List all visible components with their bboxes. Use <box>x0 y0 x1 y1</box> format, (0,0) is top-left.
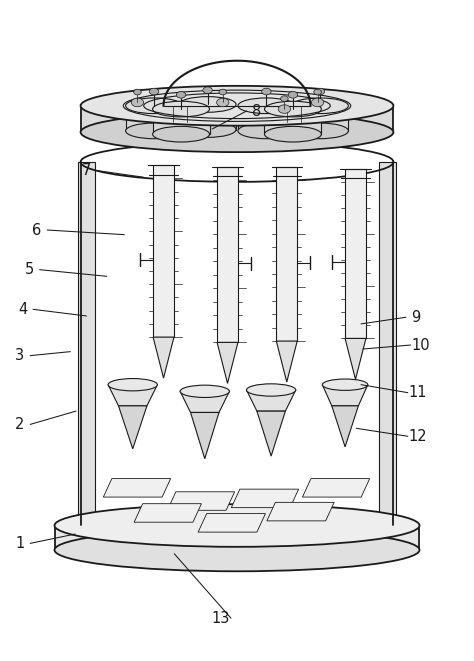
Ellipse shape <box>81 112 393 152</box>
Ellipse shape <box>149 88 159 95</box>
Polygon shape <box>198 514 265 532</box>
Polygon shape <box>81 106 393 132</box>
Ellipse shape <box>315 88 325 95</box>
Ellipse shape <box>288 91 298 98</box>
Ellipse shape <box>131 98 144 106</box>
Bar <box>379 162 396 525</box>
Ellipse shape <box>219 89 227 95</box>
Ellipse shape <box>81 86 393 126</box>
Text: 10: 10 <box>411 338 430 352</box>
Text: 6: 6 <box>32 223 42 237</box>
Ellipse shape <box>55 504 419 547</box>
Polygon shape <box>167 492 235 510</box>
Text: 9: 9 <box>411 310 421 325</box>
Ellipse shape <box>322 379 368 391</box>
Ellipse shape <box>246 384 296 396</box>
Ellipse shape <box>55 529 419 571</box>
Text: 11: 11 <box>409 385 428 400</box>
Bar <box>78 162 95 525</box>
Polygon shape <box>246 390 296 411</box>
Ellipse shape <box>264 101 321 117</box>
Ellipse shape <box>126 123 182 139</box>
Polygon shape <box>217 342 238 383</box>
Ellipse shape <box>153 126 210 142</box>
Text: 7: 7 <box>82 163 91 178</box>
Ellipse shape <box>281 96 288 102</box>
Polygon shape <box>134 504 201 522</box>
Ellipse shape <box>292 98 348 114</box>
Ellipse shape <box>179 122 236 137</box>
Ellipse shape <box>314 89 321 95</box>
Bar <box>126 106 182 131</box>
Polygon shape <box>231 489 299 508</box>
Ellipse shape <box>179 97 236 112</box>
Ellipse shape <box>262 88 271 95</box>
Ellipse shape <box>217 98 229 106</box>
Bar <box>345 169 366 338</box>
Polygon shape <box>180 391 229 412</box>
Polygon shape <box>345 338 366 379</box>
Bar <box>217 167 238 342</box>
Bar <box>179 104 236 130</box>
Text: 2: 2 <box>15 417 25 432</box>
Ellipse shape <box>292 123 348 139</box>
Polygon shape <box>332 406 358 447</box>
Polygon shape <box>108 385 157 406</box>
Text: 1: 1 <box>15 536 25 551</box>
Polygon shape <box>276 341 297 382</box>
Ellipse shape <box>176 91 186 98</box>
Polygon shape <box>103 479 171 497</box>
Text: 12: 12 <box>409 429 428 444</box>
Polygon shape <box>257 411 285 456</box>
Bar <box>292 106 348 131</box>
Ellipse shape <box>264 126 321 142</box>
Text: 4: 4 <box>18 302 27 317</box>
Text: 5: 5 <box>25 262 34 277</box>
Polygon shape <box>322 385 368 406</box>
Polygon shape <box>118 406 147 449</box>
Polygon shape <box>153 337 174 378</box>
Bar <box>264 109 321 134</box>
Bar <box>238 106 295 131</box>
Polygon shape <box>302 479 370 497</box>
Ellipse shape <box>108 379 157 391</box>
Ellipse shape <box>311 98 324 106</box>
Ellipse shape <box>153 101 210 117</box>
Ellipse shape <box>180 385 229 397</box>
Ellipse shape <box>126 98 182 114</box>
Bar <box>153 165 174 337</box>
Text: 8: 8 <box>252 104 262 118</box>
Polygon shape <box>267 502 334 521</box>
Polygon shape <box>191 412 219 459</box>
Ellipse shape <box>203 87 212 94</box>
Ellipse shape <box>278 105 291 113</box>
Text: 3: 3 <box>15 348 25 363</box>
Ellipse shape <box>238 98 295 114</box>
Text: 13: 13 <box>211 611 229 625</box>
Bar <box>153 109 210 134</box>
Bar <box>276 167 297 341</box>
Polygon shape <box>55 525 419 550</box>
Ellipse shape <box>238 123 295 139</box>
Ellipse shape <box>134 89 141 95</box>
